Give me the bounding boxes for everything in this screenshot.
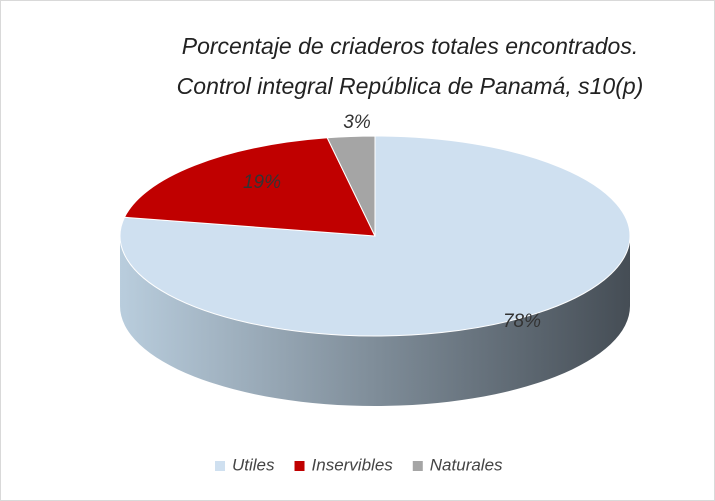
data-label: 3% <box>343 112 371 133</box>
chart-title: Control integral República de Panamá, s1… <box>177 73 644 99</box>
chart-title: Porcentaje de criaderos totales encontra… <box>182 33 638 59</box>
data-label: 19% <box>243 172 281 193</box>
legend-swatch <box>215 461 225 471</box>
data-label: 78% <box>503 311 541 332</box>
legend-label: Naturales <box>430 455 503 474</box>
pie-slice <box>326 135 376 237</box>
legend-swatch <box>412 461 423 471</box>
legend-swatch <box>294 461 305 471</box>
pie-side <box>120 236 630 406</box>
legend-label: Utiles <box>232 455 275 474</box>
legend-label: Inservibles <box>312 455 394 474</box>
pie-slice <box>123 137 376 237</box>
